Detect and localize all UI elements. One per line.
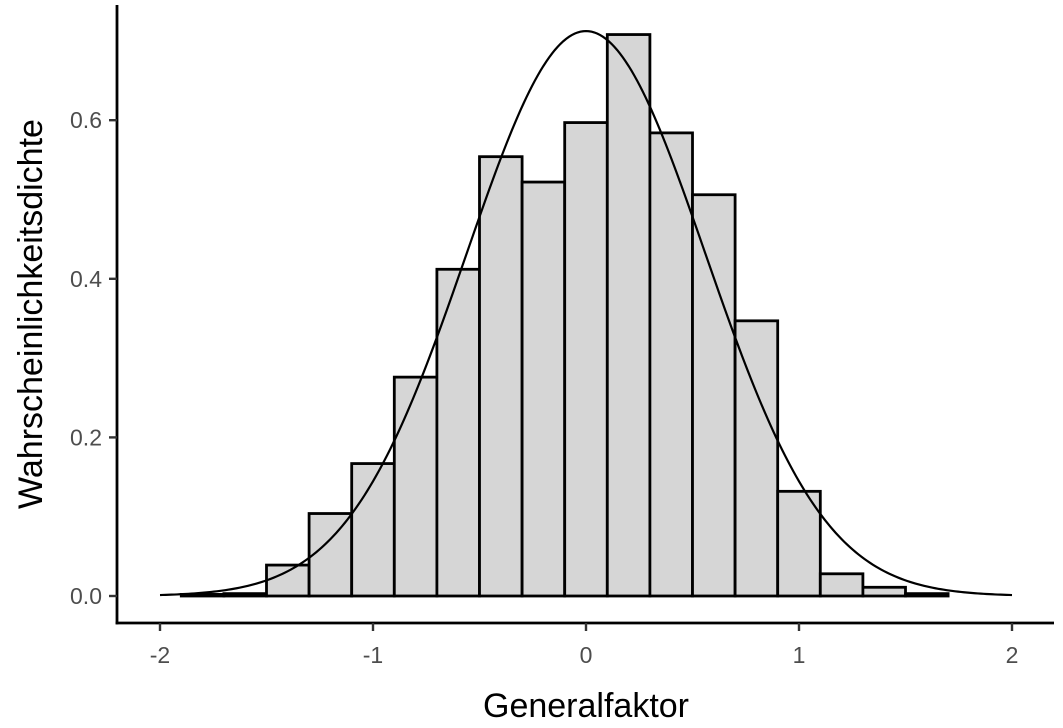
density-curve (159, 29, 1013, 597)
y-axis-title: Wahrscheinlichkeitsdichte (12, 119, 50, 509)
histogram-bar (478, 155, 524, 598)
histogram-bar (563, 121, 609, 598)
histogram-bar (222, 592, 268, 598)
histogram-bar (435, 267, 481, 598)
histogram-bar (904, 592, 950, 598)
x-axis-ticks: -2 -1 0 1 2 (150, 623, 1019, 668)
histogram-bar (861, 585, 907, 598)
y-tick-label: 0.4 (70, 266, 102, 292)
x-tick-label: 1 (793, 642, 806, 668)
y-tick-label: 0.6 (70, 107, 102, 133)
histogram-bar (392, 375, 439, 598)
histogram-bar (520, 180, 567, 598)
histogram-bar (307, 512, 354, 598)
y-axis-ticks: 0.0 0.2 0.4 0.6 (70, 107, 117, 609)
x-tick-label: 0 (580, 642, 593, 668)
histogram-bar (265, 563, 311, 598)
x-tick-label: -2 (150, 642, 170, 668)
x-tick-label: -1 (363, 642, 383, 668)
x-tick-label: 2 (1006, 642, 1019, 668)
histogram-bar (605, 33, 652, 598)
histogram-bar (733, 319, 780, 598)
histogram-bar (776, 489, 822, 598)
histogram-bar (648, 131, 694, 598)
x-axis-title: Generalfaktor (483, 687, 689, 725)
histogram-bar (691, 193, 737, 598)
y-tick-label: 0.2 (70, 424, 102, 450)
y-tick-label: 0.0 (70, 583, 102, 609)
histogram-bar (818, 572, 865, 598)
histogram-bars (179, 33, 950, 598)
